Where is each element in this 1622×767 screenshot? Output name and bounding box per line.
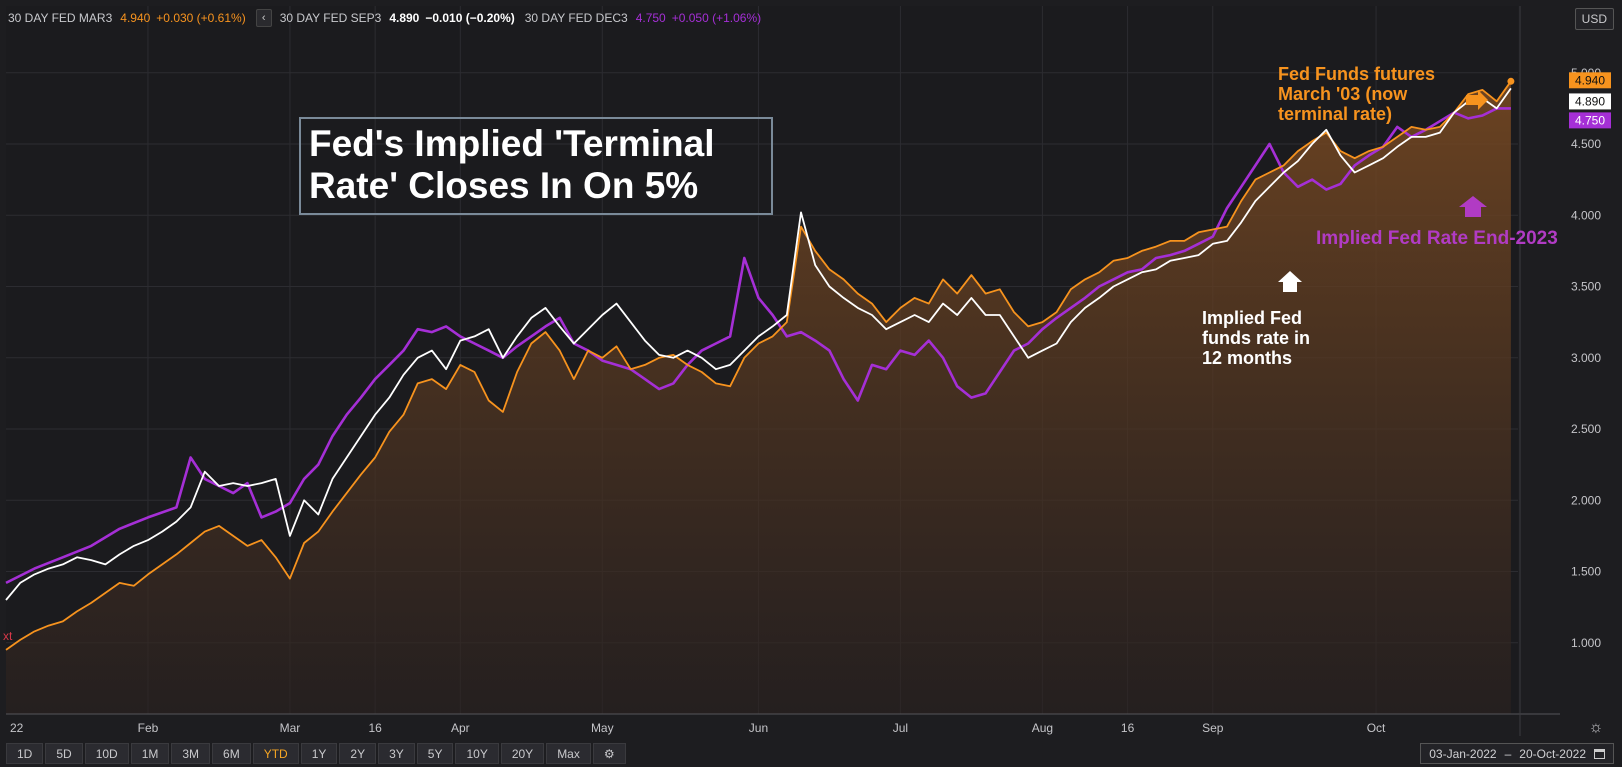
range-button[interactable]: 1Y	[300, 743, 338, 764]
range-button[interactable]: 5D	[45, 743, 83, 764]
legend-item-mar3[interactable]: 30 DAY FED MAR3 4.940 +0.030 (+0.61%)	[8, 11, 246, 25]
x-tick-label: Aug	[1032, 721, 1053, 735]
gear-icon[interactable]: ⚙	[592, 743, 626, 764]
last-value-badge	[1569, 72, 1611, 89]
stray-text: xt	[3, 629, 13, 643]
y-tick-label: 1.500	[1571, 565, 1601, 579]
range-button[interactable]: 10Y	[455, 743, 499, 764]
legend-change: +0.030 (+0.61%)	[156, 11, 246, 25]
series-line-dec3	[5, 107, 1511, 585]
annotation-implied-12m: Implied Fed funds rate in 12 months	[1202, 308, 1311, 368]
range-button[interactable]: 3M	[171, 743, 211, 764]
legend-name: 30 DAY FED SEP3	[279, 11, 382, 25]
x-axis: 22 Feb Mar 16 Apr May Jun Jul Aug 16 Sep Oct	[6, 6, 1560, 736]
y-tick-label: 2.000	[1571, 493, 1601, 507]
range-button[interactable]: 6M	[212, 743, 251, 764]
last-value-badge	[1569, 93, 1611, 110]
annotation-arrows: ☼	[1278, 90, 1603, 736]
last-value-badge	[1569, 112, 1611, 129]
range-button[interactable]: 10D	[84, 743, 129, 764]
last-value-labels: 4.940 4.890 4.750	[1569, 72, 1611, 129]
calendar-icon[interactable]	[1594, 748, 1605, 759]
range-button[interactable]: 1D	[6, 743, 44, 764]
legend-change: −0.010 (−0.20%)	[425, 11, 515, 25]
legend-change: +0.050 (+1.06%)	[671, 11, 762, 25]
range-button[interactable]: 2Y	[339, 743, 377, 764]
x-tick-label: May	[591, 721, 614, 735]
chart-lines	[5, 77, 1515, 651]
range-button[interactable]: Max	[546, 743, 591, 764]
series-end-marker	[1507, 77, 1515, 85]
x-tick-label: Oct	[1367, 721, 1386, 735]
y-axis: 1.000 1.500 2.000 2.500 3.000 3.500 4.000 4.500…	[1571, 66, 1601, 650]
arrow-up-icon	[1459, 196, 1487, 217]
date-range-separator: –	[1504, 746, 1512, 761]
x-tick-label: Jul	[893, 721, 908, 735]
legend-name: 30 DAY FED DEC3	[524, 11, 628, 25]
annotation-fed-funds-futures: Fed Funds futures March '03 (now termina…	[1278, 64, 1435, 124]
date-range-end: 20-Oct-2022	[1519, 746, 1586, 761]
settings-icon: ☼	[1589, 719, 1604, 736]
range-button[interactable]: 5Y	[416, 743, 454, 764]
legend-bar: 30 DAY FED MAR3 4.940 +0.030 (+0.61%) ‹ …	[8, 8, 771, 28]
arrow-up-icon	[1278, 271, 1302, 292]
legend-price: 4.750	[635, 11, 666, 25]
headline-box: Fed's Implied 'Terminal Rate' Closes In …	[299, 117, 773, 215]
currency-select[interactable]: USD	[1574, 8, 1614, 30]
arrow-right-icon	[1466, 90, 1488, 110]
chart-areas	[6, 81, 1511, 715]
x-tick-label: 16	[368, 721, 382, 735]
date-range-start: 03-Jan-2022	[1429, 746, 1497, 761]
last-value-label: 4.890	[1575, 94, 1605, 108]
legend-item-dec3[interactable]: 30 DAY FED DEC3 4.750 +0.050 (+1.06%)	[525, 11, 761, 25]
area-fill	[6, 81, 1511, 715]
y-tick-label: 4.500	[1571, 137, 1601, 151]
y-tick-label: 3.500	[1571, 280, 1601, 294]
legend-price: 4.940	[120, 11, 151, 25]
y-tick-label: 4.000	[1571, 208, 1601, 222]
y-tick-label: 1.000	[1571, 636, 1601, 650]
y-tick-label: 3.000	[1571, 351, 1601, 365]
series-line-sep3	[5, 87, 1512, 601]
x-tick-label: 22	[10, 721, 24, 735]
last-value-label: 4.940	[1575, 73, 1605, 87]
x-tick-label: Feb	[138, 721, 159, 735]
range-button[interactable]: 3Y	[378, 743, 415, 764]
range-button[interactable]: YTD	[252, 743, 299, 764]
x-tick-label: 16	[1121, 721, 1135, 735]
x-tick-label: Sep	[1202, 721, 1224, 735]
legend-price: 4.890	[389, 11, 420, 25]
range-button[interactable]: 20Y	[500, 743, 545, 764]
date-range-picker[interactable]: 03-Jan-2022 – 20-Oct-2022	[1420, 743, 1614, 764]
series-line-mar3	[5, 80, 1512, 651]
legend-nav-button[interactable]: ‹	[255, 9, 272, 27]
x-tick-label: Jun	[749, 721, 768, 735]
last-value-label: 4.750	[1575, 113, 1605, 127]
range-button[interactable]: 1M	[130, 743, 170, 764]
legend-name: 30 DAY FED MAR3	[8, 11, 113, 25]
y-tick-label: 2.500	[1571, 422, 1601, 436]
annotation-implied-end-2023: Implied Fed Rate End-2023	[1316, 228, 1558, 249]
x-tick-label: Mar	[280, 721, 301, 735]
range-button-bar: 1D 5D 10D 1M 3M 6M YTD 1Y 2Y 3Y 5Y 10Y 20Y Max ⚙	[6, 743, 626, 764]
x-tick-label: Apr	[451, 721, 470, 735]
legend-item-sep3[interactable]: 30 DAY FED SEP3 4.890 −0.010 (−0.20%)	[280, 11, 515, 25]
